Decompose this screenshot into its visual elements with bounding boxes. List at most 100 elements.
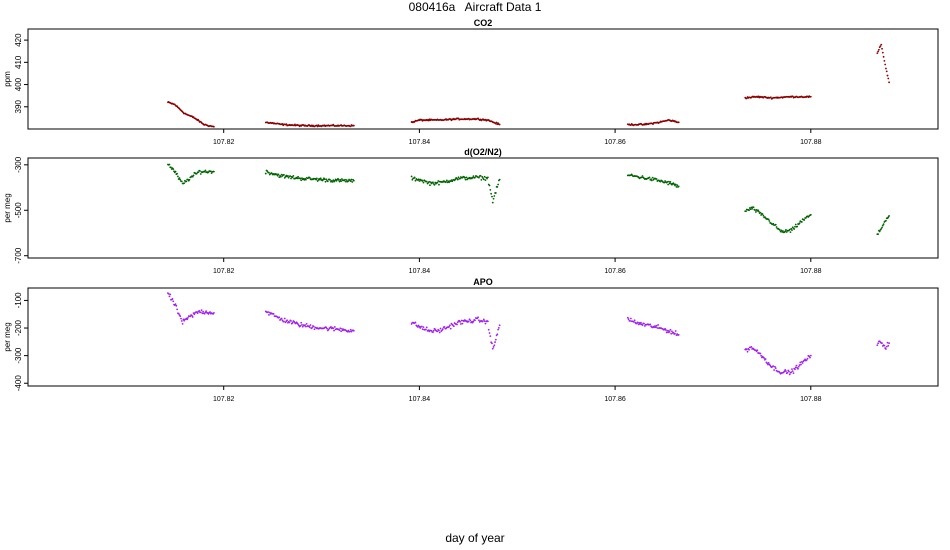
data-point bbox=[341, 178, 343, 180]
data-point bbox=[200, 309, 203, 312]
data-point bbox=[772, 222, 775, 225]
data-point bbox=[454, 178, 457, 181]
data-point bbox=[349, 180, 352, 182]
data-point bbox=[292, 174, 295, 177]
data-point bbox=[463, 176, 466, 179]
data-point bbox=[637, 323, 640, 326]
data-point bbox=[497, 183, 500, 186]
x-tick-label: 107.84 bbox=[409, 396, 431, 403]
data-point bbox=[268, 311, 271, 314]
data-point bbox=[350, 178, 353, 181]
data-point bbox=[887, 77, 890, 80]
data-point bbox=[654, 326, 657, 329]
data-point bbox=[651, 176, 654, 179]
x-axis-label: day of year bbox=[445, 531, 505, 545]
data-point bbox=[197, 171, 200, 174]
data-point bbox=[193, 313, 196, 316]
data-point bbox=[746, 350, 749, 353]
data-point bbox=[790, 227, 793, 230]
data-point bbox=[333, 326, 336, 328]
data-point bbox=[344, 178, 346, 181]
chart-panel-2: d(O2/N2) per meg -300 -500 -700 107.82 107.84 1… bbox=[3, 147, 939, 275]
data-point bbox=[655, 324, 658, 327]
data-point bbox=[464, 178, 467, 181]
data-point bbox=[167, 292, 170, 295]
data-point bbox=[422, 181, 425, 184]
data-point bbox=[876, 344, 879, 346]
panel-title: APO bbox=[473, 277, 493, 287]
data-point bbox=[445, 180, 447, 183]
plot-frame bbox=[27, 287, 939, 387]
data-point bbox=[881, 342, 883, 345]
data-point bbox=[672, 331, 675, 334]
data-point bbox=[349, 328, 352, 331]
data-point bbox=[796, 225, 799, 228]
y-tick-label: 420 bbox=[14, 33, 23, 47]
data-point bbox=[478, 319, 480, 322]
data-point bbox=[326, 180, 329, 183]
data-point bbox=[340, 180, 343, 183]
data-point bbox=[883, 344, 886, 347]
data-point bbox=[474, 319, 476, 322]
data-point bbox=[668, 180, 670, 183]
data-point bbox=[794, 223, 797, 226]
data-point bbox=[457, 176, 460, 179]
data-point bbox=[348, 330, 351, 333]
data-point bbox=[785, 370, 787, 373]
data-point bbox=[296, 177, 299, 180]
data-point bbox=[339, 178, 342, 181]
data-point bbox=[311, 326, 314, 329]
x-tick-label: 107.88 bbox=[800, 139, 822, 146]
data-point bbox=[340, 330, 343, 333]
data-point bbox=[774, 365, 776, 368]
data-point bbox=[472, 320, 475, 323]
data-point bbox=[877, 48, 880, 51]
data-point bbox=[489, 188, 492, 191]
data-point bbox=[178, 177, 181, 179]
data-point bbox=[180, 320, 183, 322]
chart-panel-1: CO2 ppm 390 400 410 420 107.82 107.84 107.86 107.… bbox=[3, 18, 939, 146]
data-point bbox=[791, 370, 794, 373]
data-point bbox=[754, 209, 756, 212]
data-point bbox=[795, 364, 798, 367]
data-point bbox=[886, 341, 889, 344]
data-point bbox=[639, 323, 642, 325]
data-point bbox=[883, 59, 886, 62]
data-point bbox=[276, 174, 279, 177]
data-point bbox=[323, 178, 326, 181]
y-axis-label: per meg bbox=[3, 322, 12, 351]
data-point bbox=[301, 323, 303, 326]
data-point bbox=[300, 179, 303, 182]
plot-frame bbox=[27, 157, 939, 259]
data-point bbox=[179, 315, 182, 318]
data-point bbox=[180, 180, 183, 183]
y-axis-label: ppm bbox=[3, 71, 12, 87]
data-point bbox=[748, 209, 750, 212]
data-point bbox=[649, 323, 652, 326]
data-point bbox=[441, 328, 444, 330]
data-point bbox=[745, 97, 748, 100]
data-point bbox=[437, 180, 440, 182]
data-point bbox=[486, 176, 489, 179]
data-point bbox=[300, 321, 303, 324]
data-point bbox=[761, 213, 764, 216]
data-point bbox=[643, 322, 645, 325]
data-point bbox=[491, 347, 494, 350]
data-point bbox=[291, 321, 294, 324]
data-point bbox=[275, 173, 278, 176]
data-point bbox=[174, 170, 177, 173]
data-point bbox=[885, 348, 887, 350]
data-point bbox=[268, 171, 270, 174]
data-point bbox=[456, 323, 458, 326]
data-point bbox=[677, 185, 680, 188]
data-point bbox=[798, 364, 801, 366]
data-point bbox=[674, 183, 677, 186]
data-point bbox=[664, 329, 667, 331]
data-point bbox=[641, 324, 644, 327]
data-point bbox=[346, 330, 349, 333]
data-point bbox=[204, 169, 207, 172]
data-point bbox=[176, 308, 179, 311]
data-point bbox=[185, 180, 188, 183]
data-point bbox=[884, 63, 887, 66]
panel-title: d(O2/N2) bbox=[464, 147, 502, 157]
